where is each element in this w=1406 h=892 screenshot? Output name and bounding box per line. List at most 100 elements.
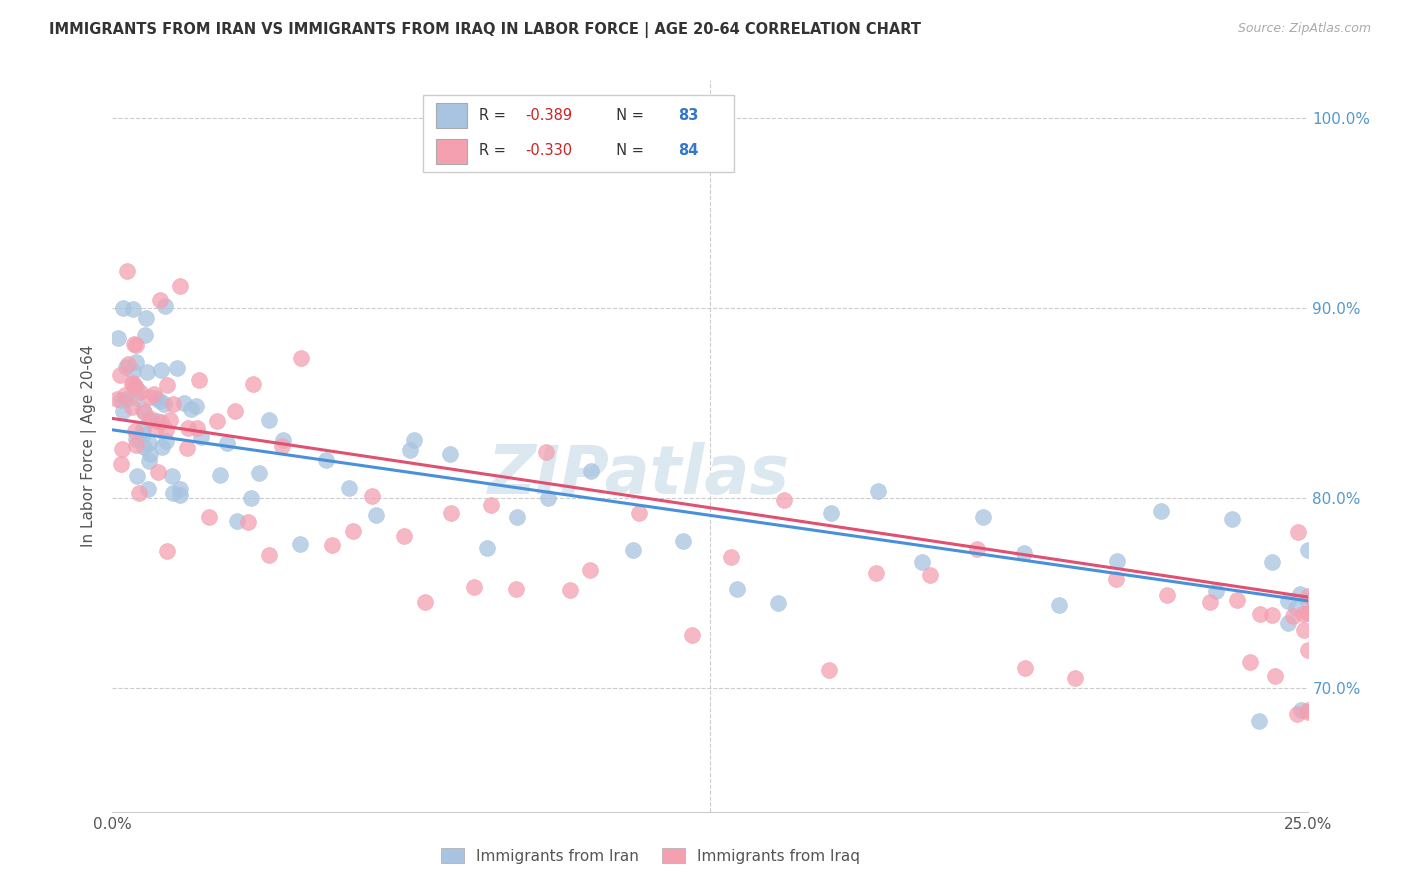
Point: [1261, 555, 1284, 569]
Point: [1199, 595, 1222, 609]
Point: [1261, 607, 1284, 622]
Point: [111, 301, 134, 315]
Point: [205, 414, 228, 428]
Point: [138, 413, 160, 427]
Point: [125, 355, 148, 369]
Point: [536, 444, 558, 458]
Point: [1296, 702, 1319, 716]
Point: [579, 464, 602, 478]
Point: [1047, 598, 1070, 612]
Point: [160, 469, 183, 483]
Point: [108, 368, 131, 382]
Point: [169, 278, 191, 293]
Point: [672, 534, 695, 549]
Point: [361, 489, 384, 503]
Point: [1264, 669, 1286, 683]
Point: [1296, 589, 1319, 603]
Point: [155, 423, 177, 437]
Point: [404, 433, 426, 447]
Point: [224, 404, 246, 418]
Point: [215, 436, 238, 450]
Point: [1107, 554, 1129, 568]
Point: [911, 556, 934, 570]
Point: [138, 435, 160, 450]
Point: [1294, 623, 1316, 637]
Point: [145, 420, 167, 434]
Point: [121, 377, 143, 392]
Point: [1249, 607, 1271, 622]
Point: [142, 387, 165, 401]
Point: [150, 415, 173, 429]
Point: [197, 510, 219, 524]
Point: [187, 373, 209, 387]
Point: [1282, 608, 1305, 623]
Point: [1296, 642, 1319, 657]
Point: [1296, 594, 1319, 608]
Point: [110, 393, 132, 408]
Point: [725, 582, 748, 596]
Point: [315, 453, 337, 467]
Point: [966, 541, 988, 556]
Point: [242, 377, 264, 392]
Point: [239, 491, 262, 506]
Point: [190, 430, 212, 444]
Point: [681, 628, 703, 642]
Point: [121, 400, 143, 414]
Point: [186, 421, 208, 435]
Point: [138, 390, 160, 404]
Point: [1296, 606, 1319, 620]
Point: [1063, 671, 1085, 685]
Point: [866, 483, 889, 498]
Point: [1289, 703, 1312, 717]
Point: [124, 379, 146, 393]
Point: [150, 440, 173, 454]
Point: [1156, 588, 1178, 602]
Point: [136, 483, 159, 497]
Point: [169, 488, 191, 502]
Point: [1296, 606, 1319, 620]
Point: [122, 337, 145, 351]
Point: [321, 538, 343, 552]
Point: [621, 542, 644, 557]
Point: [773, 492, 796, 507]
Point: [440, 506, 463, 520]
Point: [537, 491, 560, 505]
Point: [920, 567, 942, 582]
Point: [209, 467, 232, 482]
Point: [1205, 584, 1227, 599]
Point: [110, 457, 132, 471]
Point: [159, 413, 181, 427]
Point: [134, 328, 156, 343]
Point: [115, 392, 138, 406]
Y-axis label: In Labor Force | Age 20-64: In Labor Force | Age 20-64: [80, 345, 97, 547]
Point: [134, 440, 156, 454]
Point: [166, 361, 188, 376]
Point: [177, 421, 200, 435]
Point: [149, 293, 172, 307]
Point: [627, 506, 650, 520]
Point: [114, 388, 136, 402]
Point: [180, 402, 202, 417]
Point: [155, 299, 177, 313]
Point: [138, 447, 160, 461]
Point: [273, 433, 295, 447]
Point: [135, 365, 157, 379]
Point: [558, 583, 581, 598]
Point: [124, 390, 146, 404]
Point: [125, 468, 148, 483]
Point: [132, 405, 155, 419]
Point: [392, 529, 415, 543]
Point: [768, 596, 790, 610]
Point: [247, 466, 270, 480]
Point: [111, 442, 134, 457]
Point: [145, 414, 167, 428]
Point: [132, 402, 155, 417]
Point: [413, 595, 436, 609]
Point: [173, 396, 195, 410]
Point: [122, 363, 145, 377]
Point: [115, 359, 138, 374]
Point: [1239, 656, 1261, 670]
Point: [105, 392, 128, 406]
Point: [162, 485, 184, 500]
Point: [972, 510, 994, 524]
